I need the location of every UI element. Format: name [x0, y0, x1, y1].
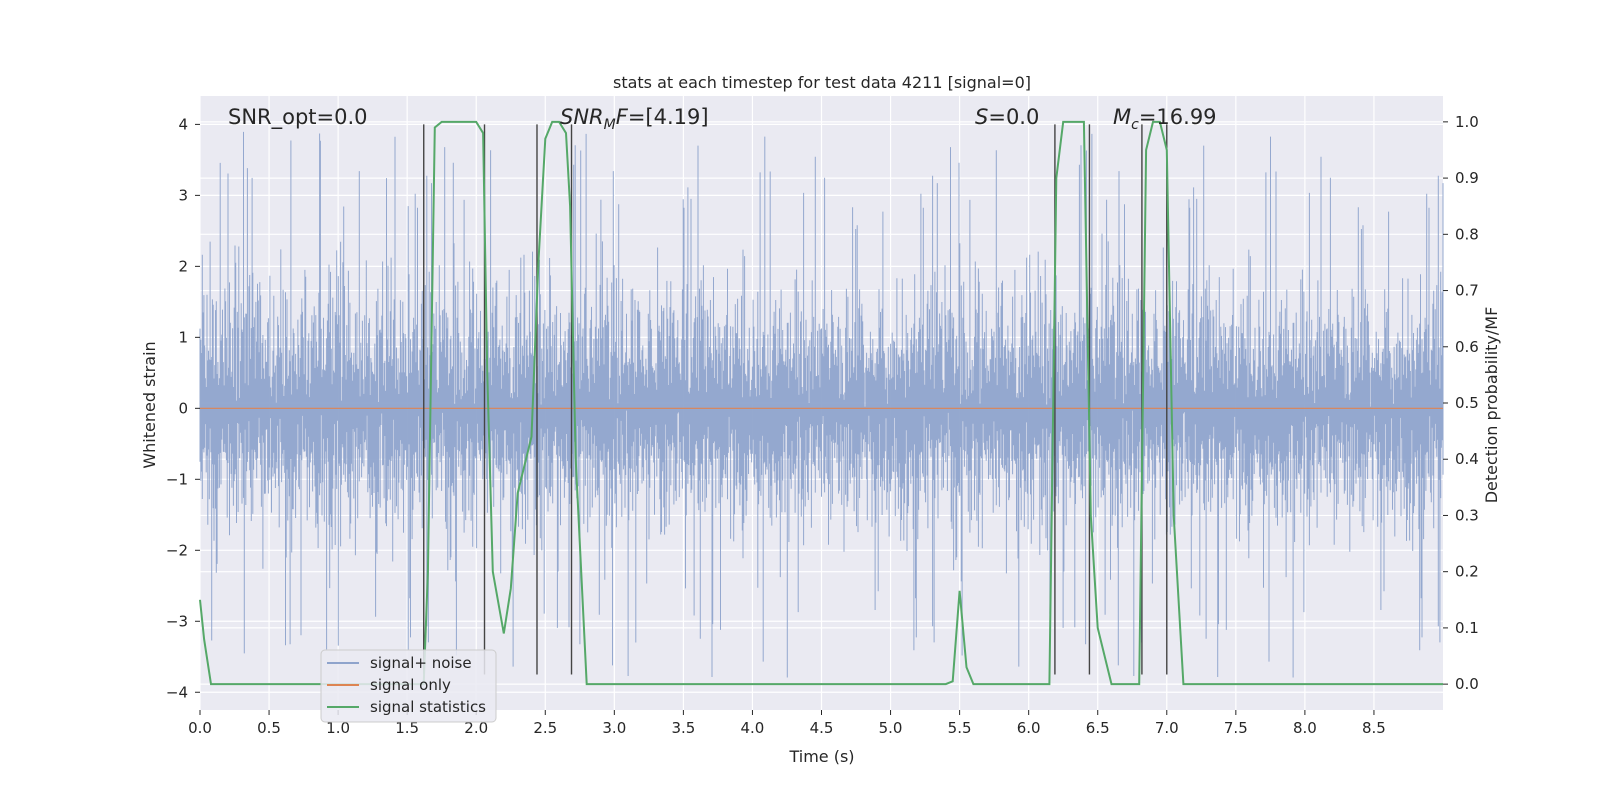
x-axis-label: Time (s): [788, 747, 854, 766]
x-tick-label: 2.0: [464, 719, 488, 737]
y-right-tick-label: 0.2: [1455, 563, 1479, 581]
ticks: 0.0 0.5 1.0 1.5 2.0 2.5 3.0 3.5 4.0 4.5 5.0 5.5 6.0 6…: [166, 113, 1479, 737]
x-tick-label: 4.0: [741, 719, 765, 737]
legend-box: [320, 649, 497, 723]
x-tick-label: 1.0: [326, 719, 350, 737]
y-left-tick-label: 1: [178, 328, 188, 346]
y-right-tick-label: 0.1: [1455, 619, 1479, 637]
y-right-tick-label: 0.0: [1455, 675, 1479, 693]
annotation-s: S=0.0: [975, 105, 1039, 129]
annotation-snr-mf-f: F: [616, 105, 629, 129]
y-right-tick-label: 0.7: [1455, 282, 1479, 300]
x-tick-label: 8.5: [1362, 719, 1386, 737]
annotation-s-rest: =0.0: [988, 105, 1039, 129]
y-left-tick-label: 3: [178, 186, 188, 204]
statistics-line: [199, 120, 1443, 686]
y-right-tick-label: 0.8: [1455, 225, 1479, 243]
y-right-tick-label: 1.0: [1455, 113, 1479, 131]
x-tick-label: 5.0: [879, 719, 903, 737]
y-left-tick-label: 2: [178, 257, 188, 275]
x-tick-label: 8.0: [1293, 719, 1317, 737]
x-tick-label: 2.5: [533, 719, 557, 737]
annotation-s-italic: S: [975, 105, 988, 129]
legend-label-signal-statistics: signal statistics: [370, 698, 486, 716]
x-tick-label: 3.5: [671, 719, 695, 737]
x-tick-label: 4.5: [810, 719, 834, 737]
y-left-tick-label: −4: [166, 683, 188, 701]
y-axis-left-label: Whitened strain: [140, 341, 159, 468]
annotation-snr-opt: SNR_opt=0.0: [228, 105, 368, 130]
y-right-tick-label: 0.9: [1455, 169, 1479, 187]
x-tick-label: 0.0: [188, 719, 212, 737]
annotation-snr-mf-rest: =[4.19]: [628, 105, 709, 129]
legend: signal+ noise signal only signal statist…: [320, 649, 497, 723]
chart-title: stats at each timestep for test data 421…: [613, 73, 1031, 92]
x-tick-label: 1.5: [395, 719, 419, 737]
y-axis-right-label: Detection probability/MF: [1482, 307, 1501, 504]
annotation-mc: Mc=16.99: [1113, 105, 1217, 133]
legend-label-signal-only: signal only: [370, 676, 451, 694]
x-tick-label: 6.5: [1086, 719, 1110, 737]
y-left-tick-label: 4: [178, 115, 188, 133]
y-right-tick-label: 0.6: [1455, 338, 1479, 356]
y-right-tick-label: 0.3: [1455, 506, 1479, 524]
y-left-tick-label: −2: [166, 541, 188, 559]
legend-label-signal-noise: signal+ noise: [370, 654, 472, 672]
x-tick-label: 5.5: [948, 719, 972, 737]
series-signal-statistics: [199, 120, 1443, 686]
x-tick-label: 3.0: [602, 719, 626, 737]
y-left-tick-label: 0: [178, 399, 188, 417]
x-tick-label: 7.0: [1155, 719, 1179, 737]
annotation-mc-sub: c: [1131, 117, 1139, 133]
x-tick-label: 0.5: [257, 719, 281, 737]
y-left-tick-label: −1: [166, 470, 188, 488]
y-right-tick-label: 0.4: [1455, 450, 1479, 468]
annotation-snr-mf-main: SNR: [560, 105, 604, 129]
y-right-tick-label: 0.5: [1455, 394, 1479, 412]
annotation-mc-main: M: [1113, 105, 1131, 129]
y-left-tick-label: −3: [166, 612, 188, 630]
annotation-mc-rest: =16.99: [1139, 105, 1217, 129]
x-tick-label: 7.5: [1224, 719, 1248, 737]
annotation-snr-mf: SNRMF=[4.19]: [560, 105, 709, 133]
annotation-snr-mf-sub: M: [604, 117, 616, 133]
x-tick-label: 6.0: [1017, 719, 1041, 737]
